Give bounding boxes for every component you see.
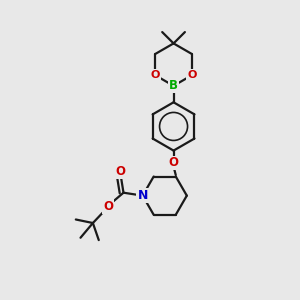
- Text: O: O: [103, 200, 113, 213]
- Text: O: O: [116, 165, 126, 178]
- Text: B: B: [169, 79, 178, 92]
- Text: O: O: [151, 70, 160, 80]
- Text: N: N: [137, 189, 148, 202]
- Text: O: O: [187, 70, 196, 80]
- Text: O: O: [169, 157, 178, 169]
